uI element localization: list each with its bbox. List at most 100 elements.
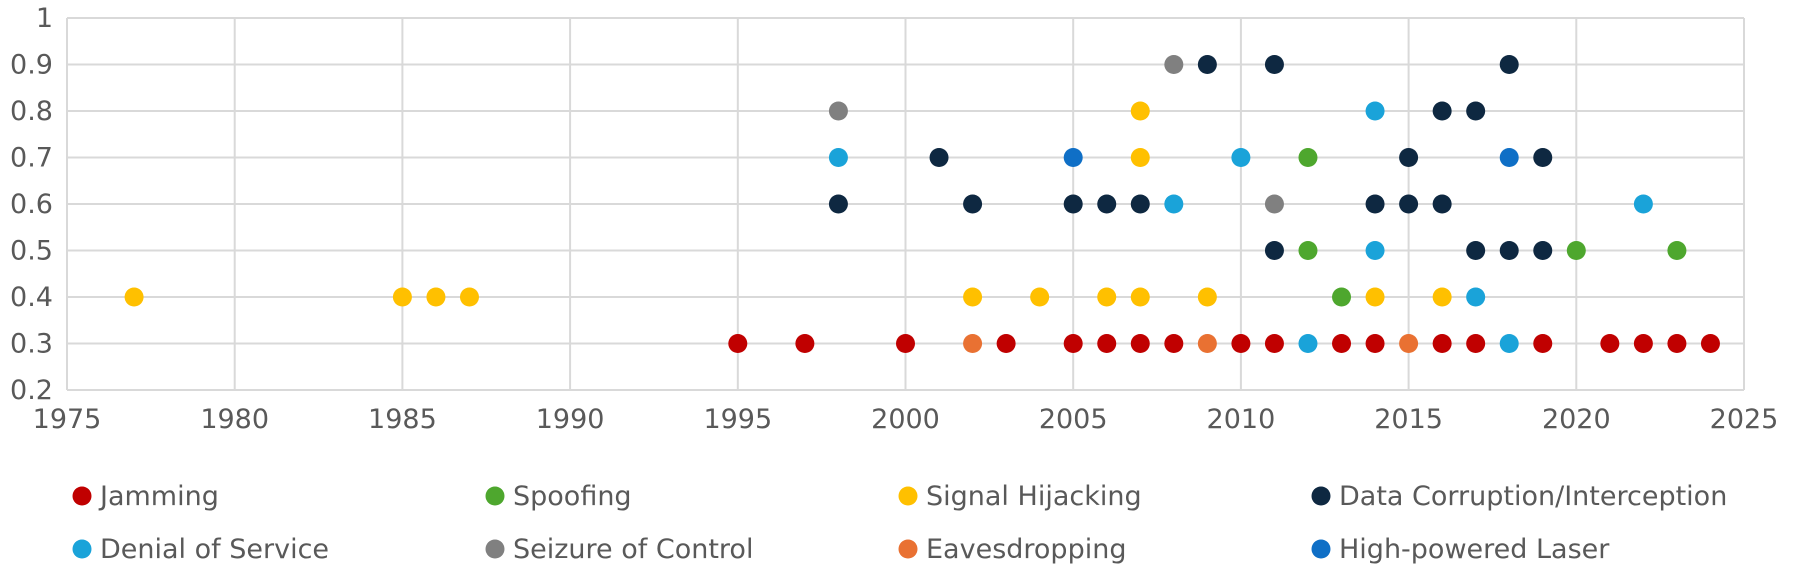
x-tick-label: 2020 (1542, 404, 1611, 435)
point-jamming (1332, 334, 1352, 353)
point-data-corruption-interception (1365, 194, 1385, 214)
point-signal-hijacking (1130, 101, 1150, 121)
point-eavesdropping (1197, 334, 1217, 353)
point-signal-hijacking (963, 287, 983, 307)
point-jamming (1164, 334, 1184, 353)
point-signal-hijacking (459, 287, 479, 307)
x-tick-label: 1980 (200, 404, 269, 435)
point-denial-of-service (1298, 334, 1318, 353)
x-tick-label: 1995 (703, 404, 772, 435)
legend-item-high-powered-laser: High-powered Laser (1311, 534, 1610, 565)
legend-marker (1311, 539, 1331, 559)
legend-marker (1311, 486, 1331, 506)
point-denial-of-service (828, 148, 848, 167)
y-tick-label: 0.3 (10, 329, 53, 360)
point-eavesdropping (963, 334, 983, 353)
point-denial-of-service (1231, 148, 1251, 167)
point-data-corruption-interception (1399, 194, 1419, 214)
legend-marker (72, 486, 92, 506)
legend-marker (898, 486, 918, 506)
point-jamming (1667, 334, 1687, 353)
point-data-corruption-interception (1097, 194, 1117, 214)
point-data-corruption-interception (1432, 194, 1452, 214)
legend-item-signal-hijacking: Signal Hijacking (898, 481, 1142, 512)
point-spoofing (1332, 287, 1352, 307)
point-jamming (1365, 334, 1385, 353)
point-high-powered-laser (1063, 148, 1083, 167)
point-data-corruption-interception (963, 194, 983, 214)
point-jamming (1264, 334, 1284, 353)
legend-item-seizure-of-control: Seizure of Control (485, 534, 753, 565)
point-data-corruption-interception (1130, 194, 1150, 214)
point-signal-hijacking (124, 287, 144, 307)
point-data-corruption-interception (1432, 101, 1452, 121)
point-data-corruption-interception (1197, 55, 1217, 74)
point-signal-hijacking (1432, 287, 1452, 307)
point-data-corruption-interception (1533, 241, 1553, 260)
point-signal-hijacking (392, 287, 412, 307)
y-tick-label: 1 (36, 3, 53, 34)
point-jamming (1533, 334, 1553, 353)
y-tick-label: 0.6 (10, 189, 53, 220)
point-signal-hijacking (1197, 287, 1217, 307)
point-denial-of-service (1633, 194, 1653, 214)
y-tick-label: 0.7 (10, 143, 53, 174)
x-tick-label: 1990 (536, 404, 605, 435)
point-denial-of-service (1365, 241, 1385, 260)
point-signal-hijacking (1097, 287, 1117, 307)
y-tick-label: 0.4 (10, 282, 53, 313)
point-jamming (795, 334, 815, 353)
x-tick-label: 2025 (1710, 404, 1779, 435)
point-denial-of-service (1365, 101, 1385, 121)
point-data-corruption-interception (1533, 148, 1553, 167)
y-tick-label: 0.8 (10, 96, 53, 127)
legend-label: Eavesdropping (926, 534, 1126, 565)
legend-marker (898, 539, 918, 559)
point-jamming (1633, 334, 1653, 353)
point-spoofing (1566, 241, 1586, 260)
point-signal-hijacking (1030, 287, 1050, 307)
point-data-corruption-interception (929, 148, 949, 167)
point-seizure-of-control (1264, 194, 1284, 214)
point-jamming (1063, 334, 1083, 353)
legend-marker (485, 486, 505, 506)
point-denial-of-service (1499, 334, 1519, 353)
x-tick-label: 2005 (1039, 404, 1108, 435)
legend-marker (72, 539, 92, 559)
x-tick-label: 2000 (871, 404, 940, 435)
legend-item-jamming: Jamming (72, 481, 219, 512)
point-data-corruption-interception (1499, 55, 1519, 74)
point-jamming (996, 334, 1016, 353)
point-jamming (1700, 334, 1720, 353)
legend-label: Seizure of Control (513, 534, 753, 565)
point-jamming (896, 334, 915, 353)
point-jamming (1466, 334, 1486, 353)
point-jamming (1097, 334, 1117, 353)
point-jamming (1600, 334, 1620, 353)
legend-label: Spoofing (513, 481, 632, 512)
point-seizure-of-control (1164, 55, 1184, 74)
legend-label: Jamming (98, 481, 219, 512)
point-data-corruption-interception (1466, 241, 1486, 260)
point-signal-hijacking (1365, 287, 1385, 307)
point-eavesdropping (1399, 334, 1419, 353)
point-jamming (1432, 334, 1452, 353)
point-data-corruption-interception (828, 194, 848, 214)
point-denial-of-service (1164, 194, 1184, 214)
y-tick-label: 0.5 (10, 236, 53, 267)
x-tick-label: 2015 (1374, 404, 1443, 435)
point-jamming (1130, 334, 1150, 353)
point-data-corruption-interception (1264, 55, 1284, 74)
point-seizure-of-control (828, 101, 848, 121)
point-signal-hijacking (1130, 287, 1150, 307)
x-tick-label: 2010 (1207, 404, 1276, 435)
legend-label: Data Corruption/Interception (1339, 481, 1727, 512)
point-jamming (728, 334, 748, 353)
point-spoofing (1298, 148, 1318, 167)
x-tick-label: 1985 (368, 404, 437, 435)
axis-tick-labels: 0.2 0.3 0.4 0.5 0.6 0.7 0.8 0.9 1 1975 1980 1985 199… (10, 3, 1778, 435)
legend-item-eavesdropping: Eavesdropping (898, 534, 1126, 565)
legend-item-data-corruption-interception: Data Corruption/Interception (1311, 481, 1727, 512)
legend-item-spoofing: Spoofing (485, 481, 632, 512)
